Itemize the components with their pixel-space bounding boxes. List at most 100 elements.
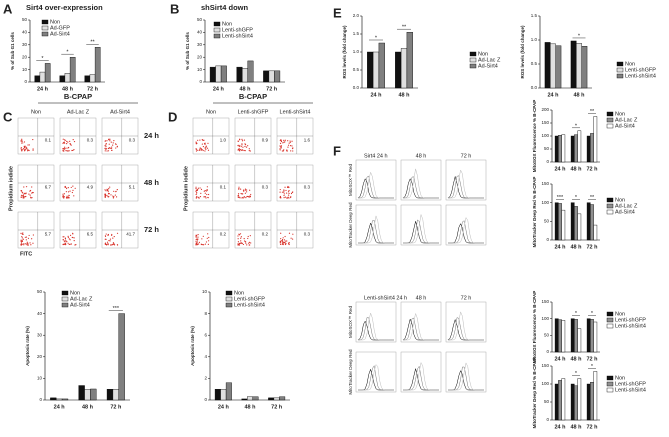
y-tick-label: 0.5 [353,67,360,72]
cell-dot [72,185,74,187]
cell-dot [104,150,106,152]
quadrant-value: 5.1 [129,185,136,190]
cell-dot [287,144,290,146]
cell-dot [71,191,73,194]
cell-dot [67,191,70,193]
cell-dot [237,149,240,151]
cell-dot [111,234,113,236]
legend-label: Lenti-shSirt4 [222,34,253,40]
cell-dot [116,232,119,234]
cell-dot [202,244,204,246]
cell-dot [20,147,22,149]
cell-dot [20,240,22,242]
cell-dot [292,150,294,152]
y-tick-label: 20 [197,54,203,59]
bar [225,382,232,401]
cell-dot [205,197,207,199]
annotation: * [375,35,378,41]
cell-dot [113,190,115,192]
cell-dot [237,238,239,240]
bar [263,70,270,83]
annotation: ** [402,25,407,31]
cell-dot [23,244,25,246]
cell-dot [240,192,242,195]
cell-dot [196,242,198,245]
cell-dot [195,236,197,238]
cell-dot [240,236,242,238]
histogram-curve [448,216,484,244]
y-tick-label: 2 [204,376,207,381]
row-label: MitoSOX™ Red [348,164,353,197]
quadrant-value: 0.3 [129,138,136,143]
y-tick-label: 1.0 [531,37,538,42]
bar [593,321,598,353]
cell-dot [111,149,113,151]
cell-dot [21,140,23,142]
legend-swatch [606,117,614,123]
cell-dot [195,189,197,192]
bar [395,51,402,89]
legend-label: Non [625,62,635,68]
cell-dot [289,140,291,142]
y-tick-label: 0.5 [531,61,538,66]
cell-dot [195,197,197,199]
legend-swatch [606,209,614,215]
y-tick-label: 4 [204,354,207,359]
x-tick-label: 48 h [244,404,256,410]
cell-dot [68,243,70,246]
cell-dot [64,243,67,245]
cell-dot [22,195,24,197]
cell-dot [199,187,201,189]
cell-dot [241,197,243,199]
time-label: 48 h [416,153,427,159]
bar [268,70,275,83]
time-label: 72 h [461,295,472,301]
flow-title: B-CPAP [239,92,267,101]
y-tick-label: 10 [197,67,203,72]
legend-swatch [469,51,477,57]
legend-swatch [606,111,614,117]
histogram-frame [400,159,442,201]
cell-dot [62,142,64,144]
y-axis-label: MitoTracker Deep Red % B-CPAP [532,358,537,429]
cell-dot [200,188,203,190]
x-tick-label: 48 h [239,86,251,92]
cell-dot [22,232,24,234]
bar [268,397,275,401]
cell-dot [104,140,107,142]
group-label: Lenti-shSirt4 24 h [364,295,407,301]
cell-dot [69,190,71,192]
cell-dot [197,236,199,238]
cell-dot [204,150,206,152]
cell-dot [279,148,281,150]
bar [34,75,41,83]
cell-dot [196,192,198,194]
cell-dot [197,233,199,236]
cell-dot [195,190,197,193]
cell-dot [206,147,209,149]
y-tick-label: 30 [37,332,43,337]
bar [590,204,594,241]
y-tick-label: 0 [204,397,207,402]
x-tick-label: 24 h [37,86,49,92]
cell-dot [25,239,27,241]
legend-label: Ad-Lac Z [70,297,93,303]
annotation: * [66,50,69,56]
cell-dot [237,196,240,198]
bar [64,73,71,83]
cell-dot [202,145,205,148]
cell-dot [239,144,241,147]
cell-dot [116,189,118,191]
cell-dot [65,240,67,242]
cell-dot [291,145,293,147]
cell-dot [23,243,25,245]
bar [89,74,96,83]
cell-dot [26,147,28,149]
cell-dot [240,242,242,244]
cell-dot [73,195,75,197]
cell-dot [283,189,285,191]
cell-dot [290,144,292,147]
y-axis-label: MitoTracker Deep Red % B-CPAP [532,177,537,248]
cell-dot [280,238,282,240]
cell-dot [245,242,247,244]
